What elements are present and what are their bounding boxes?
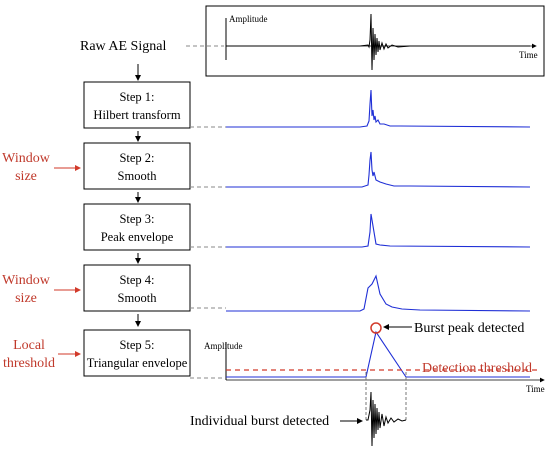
step-3-signal — [226, 213, 531, 248]
step-3-name: Peak envelope — [101, 230, 174, 244]
step-5-name: Triangular envelope — [87, 356, 188, 370]
step-4-title: Step 4: — [119, 273, 154, 287]
step-2-box: Step 2: Smooth — [83, 142, 191, 190]
final-x-axis-label: Time — [526, 384, 545, 394]
step-2-signal — [226, 151, 531, 188]
local-threshold-line1: Local — [13, 338, 45, 353]
detection-threshold-label: Detection threshold — [422, 361, 532, 376]
burst-peak-marker — [370, 322, 382, 334]
window-size-1-line1: Window — [2, 151, 51, 166]
step-2-title: Step 2: — [119, 151, 154, 165]
raw-y-axis-label: Amplitude — [229, 14, 268, 24]
raw-ae-waveform — [226, 13, 530, 71]
step-3-title: Step 3: — [119, 212, 154, 226]
step-1-signal — [226, 89, 531, 128]
step-1-name: Hilbert transform — [93, 108, 180, 122]
raw-ae-signal-label: Raw AE Signal — [80, 39, 166, 54]
individual-burst-label: Individual burst detected — [190, 414, 329, 429]
window-size-2-line2: size — [15, 291, 37, 306]
raw-x-axis-label: Time — [519, 50, 538, 60]
window-size-1-line2: size — [15, 169, 37, 184]
final-y-axis-label: Amplitude — [204, 341, 243, 351]
step-1-title: Step 1: — [119, 90, 154, 104]
step-5-title: Step 5: — [119, 338, 154, 352]
local-threshold-line2: threshold — [3, 356, 55, 371]
window-size-2-line1: Window — [2, 273, 51, 288]
individual-burst-waveform — [366, 391, 407, 447]
step-1-box: Step 1: Hilbert transform — [83, 81, 191, 129]
step-4-signal — [226, 274, 531, 312]
triangular-envelope — [226, 330, 530, 378]
step-2-name: Smooth — [118, 169, 158, 183]
step-5-box: Step 5: Triangular envelope — [83, 329, 191, 377]
step-4-name: Smooth — [118, 291, 158, 305]
burst-peak-label: Burst peak detected — [414, 321, 524, 336]
step-4-box: Step 4: Smooth — [83, 264, 191, 312]
step-3-box: Step 3: Peak envelope — [83, 203, 191, 251]
